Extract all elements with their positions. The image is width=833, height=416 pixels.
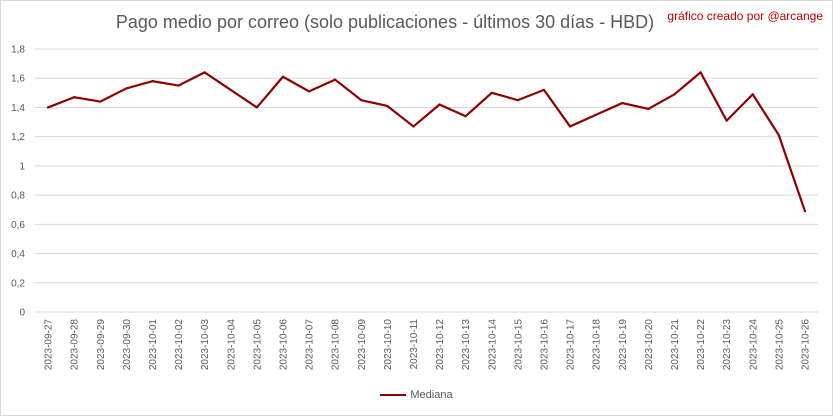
x-tick-label: 2023-10-18 (592, 319, 603, 371)
x-tick-label: 2023-10-24 (748, 319, 759, 371)
data-point (99, 100, 102, 103)
x-tick-label: 2023-09-29 (96, 319, 107, 371)
data-point (777, 134, 780, 137)
x-tick-label: 2023-10-16 (539, 319, 550, 371)
chart-credit: gráfico creado por @arcange (667, 9, 823, 23)
x-tick-label: 2023-10-06 (278, 319, 289, 371)
data-point (307, 90, 311, 93)
data-point (203, 71, 206, 74)
data-point (516, 99, 519, 102)
data-point (438, 103, 441, 106)
y-tick-label: 1,6 (11, 74, 25, 85)
data-point (334, 78, 337, 81)
x-tick-label: 2023-10-11 (409, 319, 420, 370)
y-tick-label: 0,4 (11, 249, 25, 260)
y-tick-label: 1,2 (11, 132, 25, 143)
legend: Mediana (0, 389, 833, 401)
data-point (751, 93, 754, 96)
y-tick-label: 0,8 (11, 191, 25, 202)
legend-swatch (380, 394, 407, 397)
data-point (490, 91, 493, 94)
x-tick-label: 2023-10-14 (487, 319, 498, 371)
series-layer (46, 71, 807, 213)
x-tick-label: 2023-10-03 (200, 319, 211, 371)
x-tick-label: 2023-10-25 (774, 319, 785, 371)
x-tick-label: 2023-10-12 (435, 319, 446, 371)
data-point (412, 125, 415, 128)
data-point (386, 104, 389, 108)
x-tick-label: 2023-10-15 (513, 319, 524, 371)
data-point (151, 80, 154, 83)
data-point (673, 93, 676, 96)
x-tick-label: 2023-10-13 (461, 319, 472, 371)
x-tick-label: 2023-10-21 (670, 319, 681, 371)
x-tick-label: 2023-10-22 (696, 319, 707, 371)
data-point (803, 210, 807, 213)
data-point (621, 101, 624, 105)
y-axis-ticks: 0 0,2 0,4 0,6 0,8 1 1,2 1,4 1,6 1,8 (11, 45, 25, 319)
data-point (360, 99, 363, 102)
y-tick-label: 0,6 (11, 220, 25, 231)
x-tick-label: 2023-10-07 (305, 319, 316, 371)
y-tick-label: 1,8 (11, 45, 25, 56)
y-tick-label: 1,4 (11, 103, 25, 114)
data-point (595, 113, 598, 116)
data-point (647, 107, 650, 111)
x-tick-label: 2023-10-01 (148, 319, 159, 371)
data-point (699, 71, 702, 74)
x-tick-label: 2023-09-27 (44, 319, 55, 371)
data-point (255, 106, 258, 109)
y-tick-label: 0,2 (11, 278, 25, 289)
y-tick-label: 1 (19, 161, 25, 172)
chart-title: Pago medio por correo (solo publicacione… (115, 12, 655, 32)
x-tick-label: 2023-10-04 (226, 319, 237, 371)
data-point (725, 119, 728, 122)
x-tick-label: 2023-09-28 (70, 319, 81, 371)
data-point (464, 115, 467, 118)
data-point (568, 125, 572, 128)
data-point (229, 88, 232, 92)
x-tick-label: 2023-10-23 (722, 319, 733, 371)
data-point (281, 75, 285, 78)
x-tick-label: 2023-10-26 (800, 319, 811, 371)
data-point (73, 96, 76, 99)
x-tick-label: 2023-10-19 (618, 319, 629, 371)
x-tick-label: 2023-10-20 (644, 319, 655, 371)
x-tick-label: 2023-10-10 (383, 319, 394, 371)
x-tick-label: 2023-10-09 (357, 319, 368, 371)
gridlines (35, 48, 818, 313)
x-tick-label: 2023-10-17 (566, 319, 577, 371)
legend-label: Mediana (410, 389, 453, 401)
data-point (542, 88, 546, 92)
data-point (177, 84, 180, 87)
x-axis-ticks: 2023-09-27 2023-09-28 2023-09-29 2023-09-30… (44, 319, 812, 371)
x-tick-label: 2023-09-30 (122, 319, 133, 371)
series-line (46, 71, 807, 213)
data-point (125, 87, 128, 90)
x-tick-label: 2023-10-02 (174, 319, 185, 371)
x-tick-label: 2023-10-05 (252, 319, 263, 371)
x-tick-label: 2023-10-08 (331, 319, 342, 371)
data-point (46, 106, 50, 109)
y-tick-label: 0 (19, 308, 25, 319)
